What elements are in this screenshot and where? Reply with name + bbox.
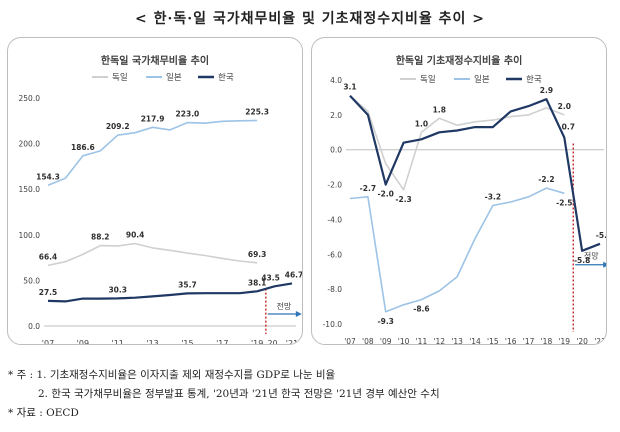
- chart-title: 한독일 기초재정수지비율 추이: [396, 54, 523, 67]
- data-label: 38.1: [248, 278, 267, 287]
- legend-label: 한국: [218, 73, 234, 83]
- data-label: 154.3: [36, 172, 60, 181]
- legend-label: 한국: [526, 75, 542, 85]
- x-tick-label: 20: [267, 339, 277, 344]
- y-tick-label: 4.0: [330, 76, 342, 85]
- data-label: 223.0: [176, 110, 200, 119]
- series-line-germany: [349, 95, 565, 191]
- forecast-label: 전망: [276, 301, 291, 311]
- x-tick-label: '16: [505, 337, 517, 344]
- data-label: 1.8: [433, 105, 446, 114]
- chart-title: 한독일 국가채무비율 추이: [101, 54, 209, 67]
- y-tick-label: 0.0: [28, 322, 40, 331]
- data-label: -2.3: [395, 195, 411, 204]
- data-label: -8.6: [413, 305, 429, 314]
- data-label: -9.3: [378, 317, 394, 326]
- y-tick-label: 0.0: [330, 146, 342, 155]
- legend-label: 일본: [166, 73, 182, 83]
- page-title: < 한·독·일 국가채무비율 및 기초재정수지비율 추이 >: [134, 11, 486, 27]
- x-tick-label: '19: [251, 339, 263, 344]
- x-tick-label: '18: [541, 337, 553, 344]
- series-line-japan: [47, 119, 258, 187]
- y-tick-label: -4.0: [327, 215, 342, 224]
- y-tick-label: 250.0: [19, 94, 41, 103]
- forecast-arrow-head: [295, 311, 302, 317]
- x-tick-label: '20: [576, 337, 588, 344]
- series-line-japan: [349, 187, 565, 313]
- data-label: -3.2: [485, 192, 501, 201]
- x-tick-label: '13: [146, 339, 158, 344]
- x-tick-label: '15: [181, 339, 193, 344]
- y-tick-label: 200.0: [19, 140, 41, 149]
- data-label: 46.7: [285, 270, 302, 279]
- data-label: 35.7: [178, 280, 197, 289]
- forecast-label: 전망: [584, 251, 599, 261]
- data-label: 43.5: [261, 273, 280, 282]
- data-label: 30.3: [108, 285, 127, 294]
- data-label: 66.4: [39, 252, 58, 261]
- x-tick-label: '11: [112, 339, 124, 344]
- y-tick-label: 50.0: [23, 276, 40, 285]
- footnote-1: * 주 : 1. 기초재정수지비율은 이자지출 제외 재정수지를 GDP로 나눈…: [8, 369, 336, 381]
- x-tick-label: '10: [398, 337, 410, 344]
- data-label: -2.2: [538, 175, 554, 184]
- data-label: 88.2: [91, 233, 110, 242]
- x-tick-label: '21: [594, 337, 606, 344]
- y-tick-label: -8.0: [327, 285, 342, 294]
- y-tick-label: -10.0: [323, 320, 343, 329]
- data-label: 2.9: [540, 86, 553, 95]
- data-label: -5.4: [596, 231, 606, 240]
- data-label: 69.3: [248, 250, 267, 259]
- data-label: 3.1: [343, 83, 356, 92]
- data-label: 0.7: [562, 123, 575, 132]
- y-tick-label: 150.0: [19, 185, 41, 194]
- y-tick-label: 2.0: [330, 111, 342, 120]
- x-tick-label: '08: [362, 337, 374, 344]
- data-label: -2.5: [556, 198, 572, 207]
- x-tick-label: '15: [487, 337, 499, 344]
- x-tick-label: '17: [523, 337, 535, 344]
- source-note: * 자료 : OECD: [8, 407, 79, 419]
- data-label: 90.4: [126, 231, 145, 240]
- x-tick-label: '14: [469, 337, 481, 344]
- x-tick-label: '07: [42, 339, 54, 344]
- x-tick-label: '21: [286, 339, 298, 344]
- x-tick-label: '09: [77, 339, 89, 344]
- data-label: 225.3: [245, 108, 269, 117]
- x-tick-label: '11: [416, 337, 428, 344]
- data-label: 217.9: [141, 114, 165, 123]
- data-label: -2.0: [378, 190, 394, 199]
- legend-label: 독일: [112, 73, 128, 83]
- x-tick-label: '12: [433, 337, 445, 344]
- series-line-germany: [47, 242, 258, 267]
- legend-label: 독일: [420, 75, 436, 85]
- x-tick-label: '07: [344, 337, 356, 344]
- data-label: 186.6: [71, 143, 95, 152]
- series-line-korea: [349, 94, 601, 252]
- x-tick-label: '17: [216, 339, 228, 344]
- y-tick-label: 100.0: [19, 231, 41, 240]
- legend-label: 일본: [474, 75, 490, 85]
- footnotes: * 주 : 1. 기초재정수지비율은 이자지출 제외 재정수지를 GDP로 나눈…: [8, 366, 614, 423]
- series-line-korea: [47, 282, 293, 303]
- data-label: 27.5: [39, 288, 58, 297]
- data-label: 209.2: [106, 122, 130, 131]
- y-tick-label: -6.0: [327, 250, 342, 259]
- data-label: -2.7: [360, 184, 376, 193]
- forecast-arrow-head: [603, 261, 606, 268]
- data-label: 2.0: [558, 102, 571, 111]
- data-label: 1.0: [415, 119, 428, 128]
- x-tick-label: '19: [558, 337, 570, 344]
- footnote-2: 2. 한국 국가채무비율은 정부발표 통계, '20년과 '21년 한국 전망은…: [38, 388, 440, 400]
- data-label: -5.8: [574, 256, 590, 265]
- x-tick-label: '09: [380, 337, 392, 344]
- y-tick-label: -2.0: [327, 181, 342, 190]
- x-tick-label: '13: [451, 337, 463, 344]
